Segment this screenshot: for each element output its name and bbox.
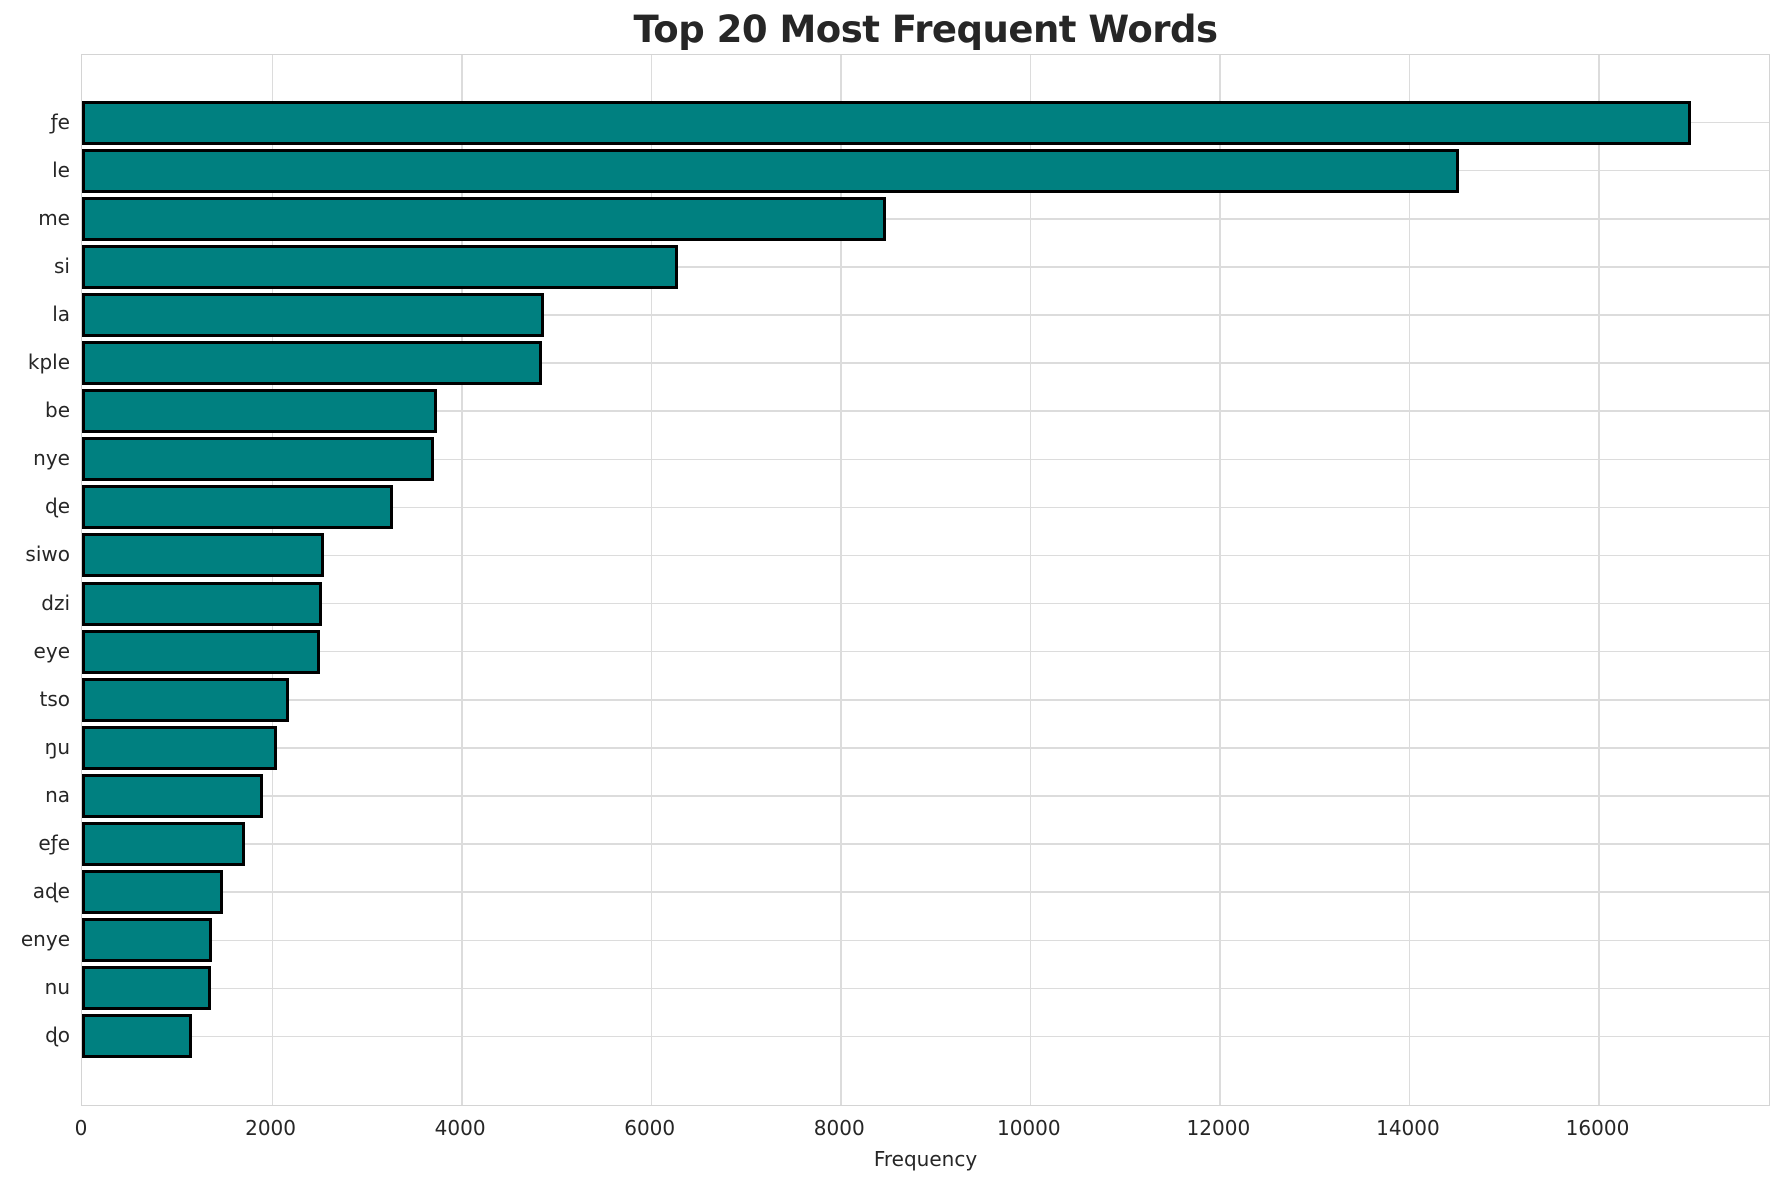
ytick-label-ɖe: ɖe (45, 494, 70, 519)
ytick-label-be: be (45, 398, 70, 423)
gridline-y-3 (82, 266, 1769, 268)
ytick-label-siwo: siwo (25, 542, 70, 567)
bar-eƒe (82, 822, 246, 867)
bar-si (82, 244, 679, 289)
gridline-y-6 (82, 410, 1769, 412)
gridline-y-19 (82, 1035, 1769, 1038)
plot-area (81, 54, 1770, 1106)
x-axis-label: Frequency (873, 1147, 978, 1171)
gridline-y-12 (82, 699, 1769, 701)
bar-nu (82, 966, 211, 1011)
gridline-y-10 (82, 602, 1769, 605)
xtick-label-16000: 16000 (1565, 1116, 1630, 1140)
xtick-label-6000: 6000 (624, 1116, 676, 1140)
bar-nye (82, 437, 434, 482)
gridline-y-13 (82, 747, 1769, 749)
gridline-x-14000 (1408, 55, 1411, 1105)
gridline-y-7 (82, 458, 1769, 460)
gridline-y-8 (82, 506, 1769, 509)
bar-enye (82, 918, 212, 963)
ytick-label-enye: enye (20, 927, 70, 952)
gridline-y-11 (82, 650, 1769, 653)
ytick-label-eƒe: eƒe (38, 831, 70, 856)
gridline-y-17 (82, 939, 1769, 941)
ytick-label-ɖo: ɖo (45, 1023, 70, 1048)
gridline-x-12000 (1219, 55, 1221, 1105)
ytick-label-ƒe: ƒe (50, 109, 70, 134)
gridline-x-10000 (1029, 55, 1032, 1105)
xtick-label-0: 0 (74, 1116, 88, 1140)
xtick-label-10000: 10000 (996, 1116, 1061, 1140)
gridline-y-15 (82, 843, 1769, 845)
gridline-x-6000 (650, 55, 653, 1105)
gridline-y-4 (82, 314, 1769, 316)
ytick-label-me: me (38, 205, 70, 230)
bar-dzi (82, 581, 322, 626)
ytick-label-dzi: dzi (41, 590, 70, 615)
ytick-label-kple: kple (27, 350, 70, 375)
ytick-label-nu: nu (44, 975, 70, 1000)
bar-ŋu (82, 725, 278, 770)
bar-ɖe (82, 485, 393, 530)
bar-tso (82, 677, 289, 722)
bar-le (82, 148, 1460, 193)
gridline-x-16000 (1598, 55, 1600, 1105)
bar-ƒe (82, 100, 1692, 145)
ytick-label-nye: nye (33, 446, 70, 471)
xtick-label-4000: 4000 (434, 1116, 486, 1140)
xtick-label-12000: 12000 (1186, 1116, 1251, 1140)
ytick-label-le: le (52, 157, 70, 182)
ytick-label-si: si (54, 253, 70, 278)
gridline-x-8000 (840, 55, 842, 1105)
bar-be (82, 389, 438, 434)
bar-aɖe (82, 870, 224, 915)
bar-me (82, 196, 886, 241)
bar-eye (82, 629, 320, 674)
bar-na (82, 773, 264, 818)
gridline-y-2 (82, 218, 1769, 220)
gridline-y-14 (82, 795, 1769, 797)
bar-siwo (82, 533, 324, 578)
xtick-label-14000: 14000 (1376, 1116, 1440, 1140)
gridline-x-2000 (271, 55, 274, 1105)
ytick-label-ŋu: ŋu (44, 734, 70, 759)
gridline-y-9 (82, 554, 1769, 557)
xtick-label-2000: 2000 (245, 1116, 296, 1140)
gridline-y-18 (82, 987, 1769, 990)
ytick-label-na: na (45, 782, 70, 807)
ytick-label-aɖe: aɖe (32, 879, 70, 904)
xtick-label-8000: 8000 (813, 1116, 865, 1140)
chart-title: Top 20 Most Frequent Words (633, 8, 1218, 51)
bar-la (82, 292, 544, 337)
gridline-y-5 (82, 362, 1769, 364)
bar-ɖo (82, 1014, 192, 1059)
ytick-label-la: la (52, 301, 70, 326)
gridline-y-16 (82, 891, 1769, 893)
ytick-label-tso: tso (39, 686, 71, 711)
ytick-label-eye: eye (33, 638, 70, 663)
bar-kple (82, 341, 542, 386)
gridline-x-4000 (461, 55, 463, 1105)
